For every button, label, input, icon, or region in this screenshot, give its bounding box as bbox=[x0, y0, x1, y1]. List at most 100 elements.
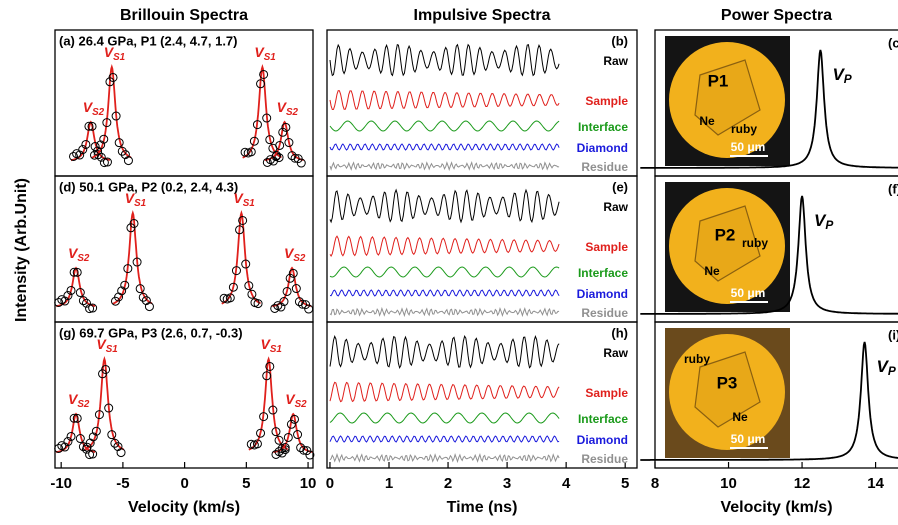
data-point bbox=[304, 304, 314, 314]
peak-label-main: V bbox=[261, 336, 272, 352]
data-point bbox=[285, 273, 295, 283]
data-point bbox=[228, 282, 238, 292]
data-point bbox=[69, 413, 79, 423]
data-point bbox=[279, 297, 289, 307]
trace bbox=[329, 381, 560, 403]
data-point bbox=[247, 289, 257, 299]
panel-title: Brillouin Spectra bbox=[120, 7, 248, 24]
data-point bbox=[85, 304, 95, 314]
trace bbox=[329, 435, 560, 443]
power-peak bbox=[640, 195, 898, 315]
data-point bbox=[275, 140, 285, 150]
x-axis-label: Velocity (km/s) bbox=[128, 499, 240, 516]
peak-label-sub: S1 bbox=[243, 198, 255, 209]
peak-label-main: V bbox=[285, 391, 296, 407]
data-point bbox=[294, 297, 304, 307]
data-point bbox=[78, 296, 88, 306]
data-point bbox=[54, 443, 64, 453]
data-point bbox=[259, 412, 269, 422]
data-point bbox=[63, 437, 73, 447]
data-point bbox=[280, 443, 290, 453]
peak-label-sub: S2 bbox=[77, 399, 90, 410]
data-point bbox=[231, 266, 241, 276]
panel-label: (g) 69.7 GPa, P3 (2.6, 0.7, -0.3) bbox=[59, 325, 243, 340]
peak-label-sub: S2 bbox=[295, 399, 308, 410]
image-label: 50 μm bbox=[731, 432, 766, 446]
data-point bbox=[288, 268, 298, 278]
data-point bbox=[289, 414, 299, 424]
data-point bbox=[271, 427, 281, 437]
brillouin-peak bbox=[273, 412, 313, 454]
trace bbox=[329, 90, 560, 111]
data-point bbox=[111, 111, 121, 121]
panel-label: (a) 26.4 GPa, P1 (2.4, 4.7, 1.7) bbox=[59, 33, 237, 48]
data-point bbox=[81, 139, 91, 149]
image-label: ruby bbox=[731, 122, 757, 136]
panel-frame bbox=[326, 321, 638, 469]
data-point bbox=[244, 281, 254, 291]
data-point bbox=[69, 267, 79, 277]
brillouin-peak bbox=[84, 356, 124, 451]
data-point bbox=[87, 121, 97, 131]
peak-label-sub: S1 bbox=[270, 344, 282, 355]
data-point bbox=[256, 79, 266, 89]
sample-grain bbox=[694, 205, 761, 282]
peak-label: VS1 bbox=[125, 190, 146, 209]
trace-label: Raw bbox=[603, 54, 628, 68]
x-tick-label: 5 bbox=[242, 475, 250, 492]
trace-label: Sample bbox=[585, 386, 628, 400]
data-point bbox=[286, 419, 296, 429]
trace-label: Interface bbox=[578, 266, 628, 280]
peak-label-main: V bbox=[68, 245, 79, 261]
data-point bbox=[120, 280, 130, 290]
peak-label-main: V bbox=[877, 357, 890, 376]
data-point bbox=[235, 225, 245, 235]
x-tick-label: 10 bbox=[720, 475, 737, 492]
peak-label-sub: P bbox=[888, 364, 896, 378]
data-point bbox=[301, 300, 311, 310]
data-point bbox=[94, 410, 104, 420]
peak-label-sub: P bbox=[844, 72, 852, 86]
peak-label-sub: S1 bbox=[106, 344, 118, 355]
sample-grain bbox=[694, 59, 761, 136]
trace-label: Diamond bbox=[577, 433, 628, 447]
peak-label: VS1 bbox=[261, 336, 282, 355]
trace bbox=[329, 289, 560, 297]
data-point bbox=[302, 446, 312, 456]
x-tick-label: 3 bbox=[503, 475, 511, 492]
data-point bbox=[265, 135, 275, 145]
peak-label-main: V bbox=[233, 190, 244, 206]
data-point bbox=[117, 146, 127, 156]
data-point bbox=[96, 140, 106, 150]
data-point bbox=[129, 218, 139, 228]
data-point bbox=[81, 298, 91, 308]
data-point bbox=[117, 286, 127, 296]
data-point bbox=[262, 113, 272, 123]
data-point bbox=[271, 449, 281, 459]
x-axis-label: Velocity (km/s) bbox=[720, 499, 832, 516]
image-label: Ne bbox=[704, 264, 720, 278]
trace bbox=[329, 143, 560, 151]
trace bbox=[329, 188, 560, 224]
data-point bbox=[268, 156, 278, 166]
peak-label-main: V bbox=[832, 65, 845, 84]
image-label: ruby bbox=[684, 352, 710, 366]
brillouin-peak bbox=[272, 266, 312, 308]
data-point bbox=[298, 299, 308, 309]
image-label: P1 bbox=[708, 71, 729, 90]
data-point bbox=[225, 293, 235, 303]
trace-label: Interface bbox=[578, 120, 628, 134]
peak-label: VS1 bbox=[254, 44, 275, 63]
data-point bbox=[101, 364, 111, 374]
peak-label-sub: S1 bbox=[134, 198, 146, 209]
data-point bbox=[256, 428, 266, 438]
data-point bbox=[272, 151, 282, 161]
peak-label-main: V bbox=[284, 245, 295, 261]
trace bbox=[329, 161, 560, 172]
sample-image bbox=[665, 36, 790, 166]
image-label: ruby bbox=[742, 236, 768, 250]
data-point bbox=[290, 153, 300, 163]
peak-label: VS2 bbox=[68, 245, 90, 264]
trace-label: Raw bbox=[603, 200, 628, 214]
